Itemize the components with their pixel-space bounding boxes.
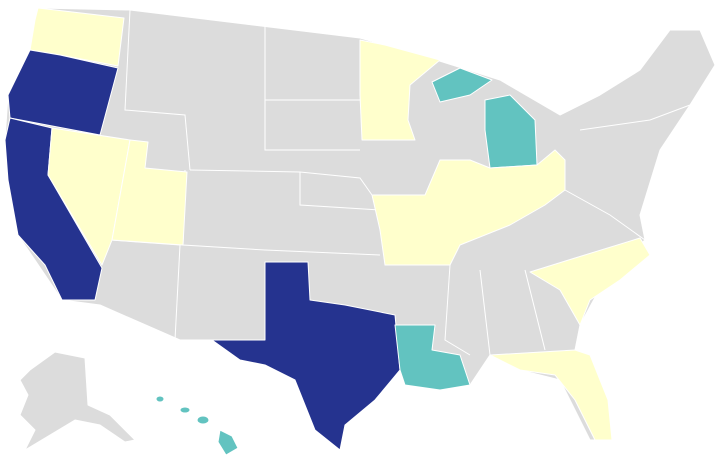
state <box>211 261 401 451</box>
state <box>489 349 613 441</box>
border <box>124 9 191 171</box>
state <box>111 139 188 246</box>
border <box>579 104 691 131</box>
border <box>564 189 646 241</box>
island <box>196 415 210 425</box>
state <box>394 324 471 391</box>
border <box>479 269 491 356</box>
island <box>179 406 191 414</box>
island <box>217 429 239 456</box>
border <box>189 169 373 196</box>
border <box>444 264 471 356</box>
state <box>371 149 566 266</box>
hawaii <box>155 395 239 456</box>
state-borders <box>109 9 691 356</box>
island <box>155 395 165 403</box>
border <box>299 172 381 211</box>
state <box>431 67 493 103</box>
mainland <box>4 7 716 451</box>
state <box>47 127 131 266</box>
state <box>359 39 441 141</box>
alaska <box>19 351 136 451</box>
state <box>529 237 651 326</box>
border <box>524 269 546 351</box>
border <box>264 100 360 151</box>
